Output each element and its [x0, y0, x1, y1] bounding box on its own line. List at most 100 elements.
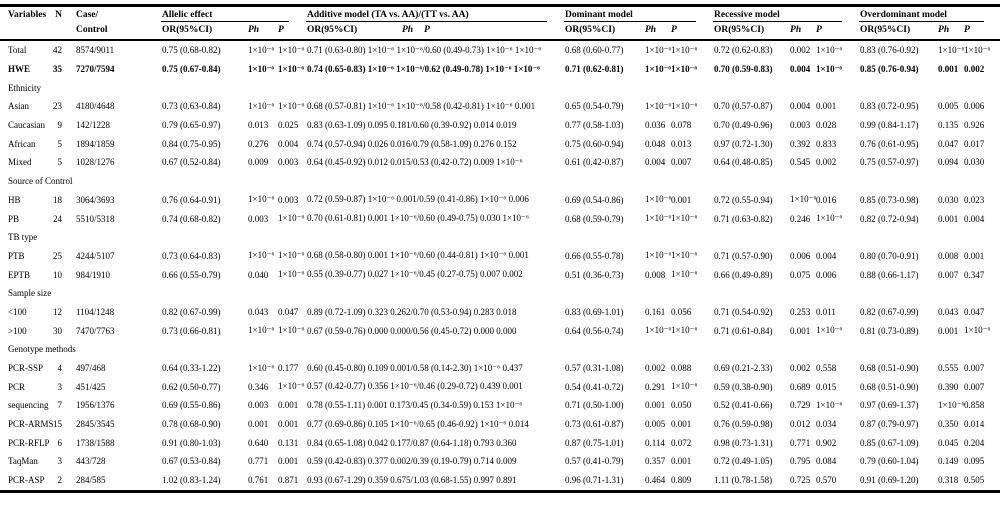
- case-control-value: 8574/9011: [76, 45, 115, 56]
- allelic-or: 0.75 (0.68-0.82): [162, 45, 221, 56]
- allelic-p: 0.001: [278, 419, 299, 430]
- dominant-or: 0.54 (0.41-0.72): [565, 381, 624, 392]
- dominant-ph: 0.291: [645, 381, 666, 392]
- dominant-p: 1×10⁻⁶: [671, 325, 698, 336]
- dominant-p: 1×10⁻⁶: [671, 44, 698, 55]
- row-label: HWE: [8, 64, 31, 75]
- section-label: TB type: [8, 232, 38, 243]
- allelic-p: 0.047: [278, 306, 299, 317]
- additive-value: 0.67 (0.59-0.76) 0.000 0.000/0.56 (0.45-…: [307, 325, 517, 336]
- case-control-value: 1104/1248: [76, 306, 115, 317]
- additive-value: 0.77 (0.69-0.86) 0.105 1×10⁻⁶/0.65 (0.46…: [307, 418, 529, 429]
- allelic-p: 1×10⁻⁶: [278, 44, 305, 55]
- case-control-value: 497/468: [76, 363, 106, 374]
- overdominant-p: 0.926: [964, 120, 985, 131]
- dominant-or: 0.75 (0.60-0.94): [565, 138, 624, 149]
- table-header: Variables N Case/ Allelic effect Additiv…: [0, 6, 1000, 41]
- overdominant-ph: 0.318: [938, 475, 959, 486]
- recessive-ph: 0.725: [790, 475, 811, 486]
- table-row: Total 42 8574/9011 0.75 (0.68-0.82) 1×10⁻⁶ 1×…: [0, 40, 1000, 60]
- recessive-or: 0.71 (0.63-0.82): [714, 213, 773, 224]
- dominant-p: 0.007: [671, 157, 692, 168]
- recessive-or: 0.72 (0.49-1.05): [714, 456, 773, 467]
- recessive-p: 1×10⁻⁶: [816, 63, 843, 74]
- overdominant-p: 0.858: [964, 400, 985, 411]
- overdominant-p: 0.007: [964, 363, 985, 374]
- allelic-or: 0.78 (0.68-0.90): [162, 419, 221, 430]
- additive-value: 0.93 (0.67-1.29) 0.359 0.675/1.03 (0.68-…: [307, 475, 517, 486]
- recessive-ph: 0.246: [790, 213, 811, 224]
- recessive-or: 0.76 (0.59-0.98): [714, 419, 773, 430]
- overdominant-p: 0.095: [964, 456, 985, 467]
- n-value: 18: [53, 194, 62, 205]
- allelic-ph: 1×10⁻⁶: [248, 250, 275, 261]
- dominant-ph: 1×10⁻⁶: [645, 213, 672, 224]
- recessive-ph: 0.689: [790, 381, 811, 392]
- allelic-ph: 1×10⁻⁶: [248, 63, 275, 74]
- recessive-or: 0.69 (0.21-2.33): [714, 363, 773, 374]
- recessive-or: 0.70 (0.59-0.83): [714, 64, 773, 75]
- section-label: Source of Control: [8, 176, 73, 187]
- additive-value: 0.59 (0.42-0.83) 0.377 0.002/0.39 (0.19-…: [307, 456, 517, 467]
- overdominant-ph: 0.094: [938, 157, 959, 168]
- table-row: PCR-ASP 2 284/585 1.02 (0.83-1.24) 0.761 0.87…: [0, 471, 1000, 491]
- dominant-p: 0.050: [671, 400, 692, 411]
- dominant-ph: 1×10⁻⁶: [645, 100, 672, 111]
- col-header-allelic-or: OR(95%CI): [160, 22, 246, 41]
- allelic-ph: 0.276: [248, 138, 269, 149]
- allelic-or: 0.82 (0.67-0.99): [162, 306, 221, 317]
- allelic-p: 0.177: [278, 363, 299, 374]
- dominant-or: 0.87 (0.75-1.01): [565, 437, 624, 448]
- allelic-or: 0.75 (0.67-0.84): [162, 64, 221, 75]
- overdominant-or: 0.83 (0.76-0.92): [860, 45, 919, 56]
- dominant-ph: 0.005: [645, 419, 666, 430]
- row-label: EPTB: [8, 269, 31, 280]
- overdominant-ph: 1×10⁻⁶: [938, 399, 965, 410]
- overdominant-ph: 0.005: [938, 101, 959, 112]
- table-body: Total 42 8574/9011 0.75 (0.68-0.82) 1×10⁻⁶ 1×…: [0, 40, 1000, 491]
- n-value: 3: [57, 456, 63, 467]
- case-control-value: 451/425: [76, 381, 106, 392]
- row-label: PB: [8, 213, 20, 224]
- overdominant-or: 0.76 (0.61-0.95): [860, 138, 919, 149]
- allelic-or: 0.74 (0.68-0.82): [162, 213, 221, 224]
- n-value: 30: [53, 325, 62, 336]
- recessive-ph: 0.795: [790, 456, 811, 467]
- dominant-p: 1×10⁻⁶: [671, 100, 698, 111]
- overdominant-or: 0.81 (0.73-0.89): [860, 325, 919, 336]
- overdominant-or: 0.82 (0.67-0.99): [860, 306, 919, 317]
- additive-value: 0.57 (0.42-0.77) 0.356 1×10⁻⁶/0.46 (0.29…: [307, 381, 523, 392]
- recessive-p: 1×10⁻⁶: [816, 44, 843, 55]
- dominant-ph: 0.001: [645, 400, 666, 411]
- allelic-or: 0.73 (0.64-0.83): [162, 250, 221, 261]
- n-value: 6: [57, 437, 63, 448]
- table-row: African 5 1894/1859 0.84 (0.75-0.95) 0.276 0.…: [0, 134, 1000, 153]
- row-label: Total: [8, 45, 27, 56]
- section-row: Ethnicity: [0, 78, 1000, 97]
- meta-analysis-table: Variables N Case/ Allelic effect Additiv…: [0, 4, 1000, 493]
- recessive-p: 0.002: [816, 157, 837, 168]
- n-value: 9: [57, 120, 63, 131]
- dominant-or: 0.61 (0.42-0.87): [565, 157, 624, 168]
- allelic-or: 0.67 (0.52-0.84): [162, 157, 221, 168]
- case-control-value: 7270/7594: [76, 64, 115, 75]
- n-value: 24: [53, 213, 62, 224]
- recessive-p: 0.833: [816, 138, 837, 149]
- dominant-or: 0.71 (0.50-1.00): [565, 400, 624, 411]
- dominant-ph: 1×10⁻⁶: [645, 194, 672, 205]
- group-header-additive: Additive model (TA vs. AA)/(TT vs. AA): [305, 6, 563, 23]
- recessive-p: 0.015: [816, 381, 837, 392]
- recessive-p: 0.011: [816, 306, 836, 317]
- row-label: HB: [8, 194, 21, 205]
- dominant-p: 1×10⁻⁶: [671, 381, 698, 392]
- recessive-p: 1×10⁻⁶: [816, 325, 843, 336]
- overdominant-or: 0.79 (0.60-1.04): [860, 456, 919, 467]
- additive-value: 0.84 (0.65-1.08) 0.042 0.177/0.87 (0.64-…: [307, 437, 517, 448]
- col-header-allelic-p: P: [276, 22, 305, 41]
- section-row: TB type: [0, 228, 1000, 247]
- overdominant-p: 0.030: [964, 157, 985, 168]
- col-header-recessive-or: OR(95%CI): [712, 22, 789, 41]
- dominant-ph: 0.008: [645, 269, 666, 280]
- overdominant-p: 0.002: [964, 64, 985, 75]
- overdominant-ph: 0.007: [938, 269, 959, 280]
